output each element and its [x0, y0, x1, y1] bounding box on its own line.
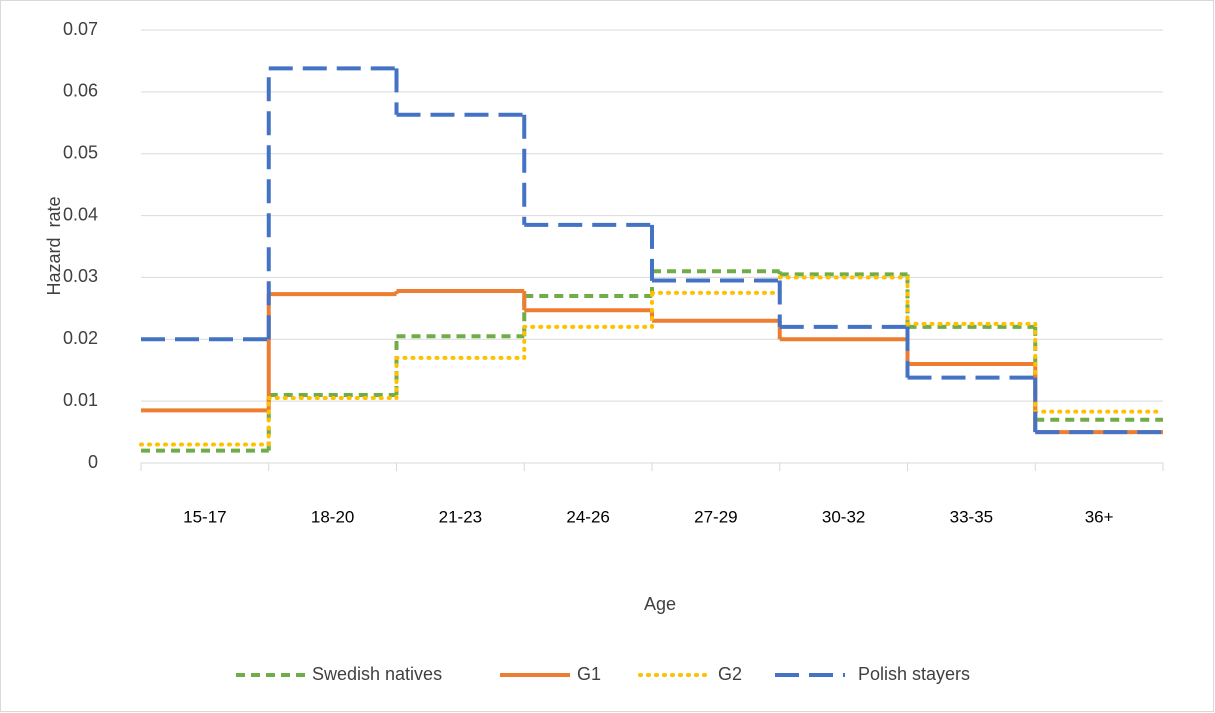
- y-tick-label: 0.03: [63, 266, 98, 286]
- y-axis-label: Hazard rate: [44, 196, 64, 295]
- x-tick-label: 30-32: [822, 507, 865, 526]
- y-tick-label: 0.07: [63, 19, 98, 39]
- x-tick-label: 36+: [1085, 507, 1114, 526]
- y-tick-label: 0.02: [63, 328, 98, 348]
- y-tick-label: 0.01: [63, 390, 98, 410]
- legend-label: G1: [577, 664, 601, 684]
- x-tick-label: 27-29: [694, 507, 737, 526]
- y-tick-label: 0: [88, 452, 98, 472]
- x-tick-label: 24-26: [566, 507, 609, 526]
- legend-label: G2: [718, 664, 742, 684]
- x-tick-label: 18-20: [311, 507, 354, 526]
- x-tick-label: 21-23: [439, 507, 482, 526]
- x-tick-label: 33-35: [950, 507, 993, 526]
- legend-label: Polish stayers: [858, 664, 970, 684]
- x-axis-label: Age: [644, 594, 676, 614]
- y-tick-label: 0.04: [63, 204, 98, 224]
- y-tick-label: 0.05: [63, 142, 98, 162]
- x-tick-label: 15-17: [183, 507, 226, 526]
- y-tick-label: 0.06: [63, 81, 98, 101]
- legend-label: Swedish natives: [312, 664, 442, 684]
